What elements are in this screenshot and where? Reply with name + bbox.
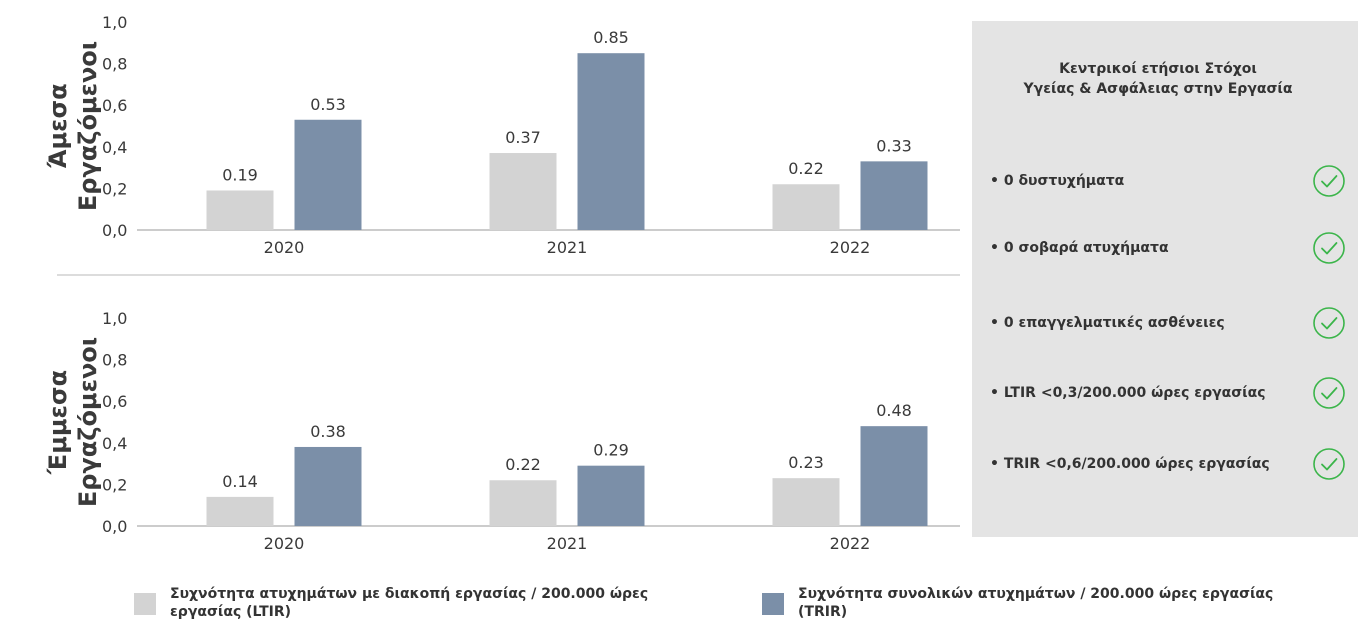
goal-label: • 0 σοβαρά ατυχήματα [990, 240, 1169, 256]
x-tick-label: 2021 [547, 238, 588, 257]
y-tick-label: 1,0 [102, 13, 127, 32]
bar-ltir [772, 478, 840, 526]
check-circle-icon [1312, 306, 1346, 340]
bar-ltir [206, 496, 274, 526]
bar-trir [577, 465, 645, 526]
goal-item: • LTIR <0,3/200.000 ώρες εργασίας [990, 376, 1346, 412]
data-label: 0.29 [593, 441, 629, 460]
x-tick-label: 2021 [547, 534, 588, 553]
bar-ltir [489, 480, 557, 526]
goals-panel: Κεντρικοί ετήσιοι Στόχοι Υγείας & Ασφάλε… [972, 21, 1358, 537]
row-title-line: Άμεσα [44, 83, 72, 168]
bar-trir [860, 426, 928, 526]
goal-label: • 0 δυστυχήματα [990, 173, 1125, 189]
x-tick-label: 2020 [264, 238, 305, 257]
data-label: 0.19 [222, 165, 258, 184]
y-tick-label: 0,2 [102, 475, 127, 494]
x-tick-label: 2020 [264, 534, 305, 553]
data-label: 0.22 [505, 455, 541, 474]
goal-label: • TRIR <0,6/200.000 ώρες εργασίας [990, 456, 1270, 472]
row-title-line: Εργαζόμενοι [74, 337, 102, 507]
y-tick-label: 0,4 [102, 434, 127, 453]
row-title: ΆμεσαΕργαζόμενοι [44, 41, 102, 211]
goal-item: • 0 σοβαρά ατυχήματα [990, 231, 1346, 267]
data-label: 0.53 [310, 95, 346, 114]
goal-item: • 0 επαγγελματικές ασθένειες [990, 306, 1346, 342]
bar-trir [294, 446, 362, 526]
bar-trir [860, 161, 928, 230]
goals-title: Κεντρικοί ετήσιοι Στόχοι Υγείας & Ασφάλε… [1023, 61, 1293, 97]
check-circle-icon [1312, 376, 1346, 410]
legend-swatch-ltir [134, 593, 156, 615]
data-label: 0.33 [876, 136, 912, 155]
y-tick-label: 0,2 [102, 179, 127, 198]
check-circle-icon [1312, 164, 1346, 198]
legend-label-trir: Συχνότητα συνολικών ατυχημάτων / 200.000… [798, 586, 1274, 620]
row-title-line: Εργαζόμενοι [74, 41, 102, 211]
data-label: 0.48 [876, 401, 912, 420]
bar-ltir [489, 153, 557, 230]
y-tick-label: 0,8 [102, 351, 127, 370]
goal-label: • LTIR <0,3/200.000 ώρες εργασίας [990, 385, 1266, 401]
bar-ltir [206, 190, 274, 230]
data-label: 0.38 [310, 422, 346, 441]
y-tick-label: 0,6 [102, 96, 127, 115]
y-tick-label: 0,8 [102, 55, 127, 74]
y-tick-label: 0,4 [102, 138, 127, 157]
bar-ltir [772, 184, 840, 230]
bar-trir [577, 53, 645, 231]
goal-item: • TRIR <0,6/200.000 ώρες εργασίας [990, 447, 1346, 483]
y-tick-label: 1,0 [102, 309, 127, 328]
y-tick-label: 0,6 [102, 392, 127, 411]
legend-label-ltir: Συχνότητα ατυχημάτων με διακοπή εργασίας… [170, 586, 649, 620]
data-label: 0.37 [505, 128, 541, 147]
y-tick-label: 0,0 [102, 517, 127, 536]
charts-area: 0,0 0,2 0,4 0,6 0,8 1,0 0.19 0.53 2020 0.37 0.85 20… [44, 13, 960, 553]
goal-item: • 0 δυστυχήματα [990, 164, 1346, 200]
y-tick-label: 0,0 [102, 221, 127, 240]
x-tick-label: 2022 [830, 534, 871, 553]
data-label: 0.22 [788, 159, 824, 178]
data-label: 0.85 [593, 28, 629, 47]
x-tick-label: 2022 [830, 238, 871, 257]
row-title: ΈμμεσαΕργαζόμενοι [44, 337, 102, 507]
check-circle-icon [1312, 231, 1346, 265]
goal-label: • 0 επαγγελματικές ασθένειες [990, 315, 1225, 331]
legend-swatch-trir [762, 593, 784, 615]
check-circle-icon [1312, 447, 1346, 481]
bar-trir [294, 119, 362, 230]
row-title-line: Έμμεσα [44, 370, 72, 475]
data-label: 0.23 [788, 453, 824, 472]
data-label: 0.14 [222, 472, 258, 491]
